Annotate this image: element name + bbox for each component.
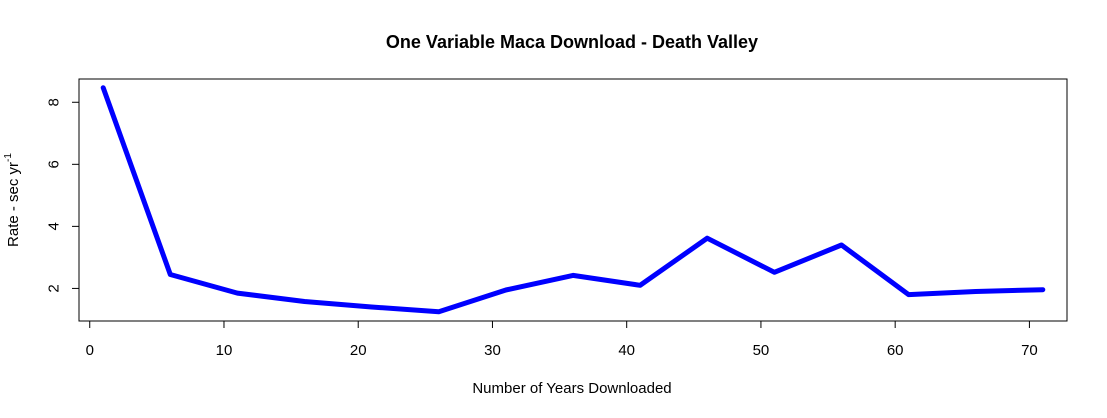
y-axis-label-text: Rate - sec yr (5, 162, 22, 247)
x-tick-label: 0 (86, 342, 94, 359)
chart-title: One Variable Maca Download - Death Valle… (386, 32, 758, 52)
x-tick-label: 50 (753, 342, 770, 359)
x-tick-label: 40 (618, 342, 635, 359)
series-line (100, 85, 1046, 315)
x-tick-label: 10 (216, 342, 233, 359)
y-tick-label: 8 (46, 98, 63, 106)
x-tick-label: 30 (484, 342, 501, 359)
x-axis-label: Number of Years Downloaded (472, 380, 671, 397)
x-tick-label: 20 (350, 342, 367, 359)
x-tick-label: 60 (887, 342, 904, 359)
y-tick-label: 4 (46, 222, 63, 230)
y-tick-label: 6 (46, 160, 63, 168)
y-axis-label-superscript: -1 (3, 153, 14, 162)
y-axis-label: Rate - sec yr-1 (3, 153, 22, 247)
x-axis: 0 10 20 30 40 50 60 70 (86, 320, 1038, 359)
plot-frame (78, 78, 1068, 322)
x-tick-label: 70 (1021, 342, 1038, 359)
y-tick-label: 2 (46, 284, 63, 292)
y-axis: 2 4 6 8 (46, 98, 80, 293)
